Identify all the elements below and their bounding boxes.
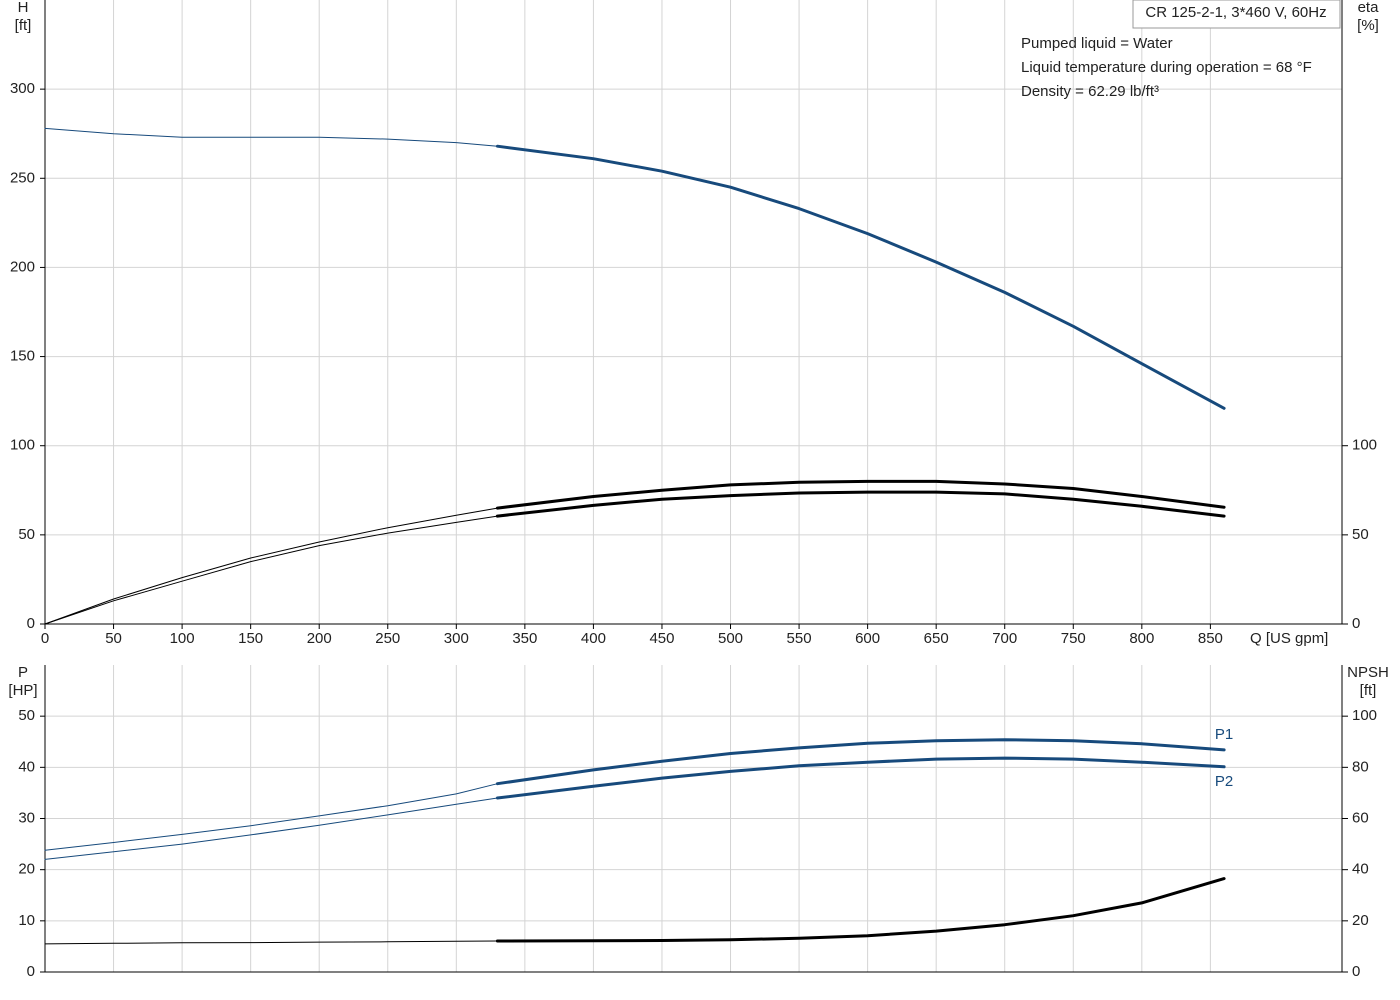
y-tick-label: 300 xyxy=(10,80,35,97)
y-tick-label: 50 xyxy=(18,707,35,724)
legend-box xyxy=(1132,0,1341,29)
y-tick-label: 40 xyxy=(18,758,35,775)
x-tick-label: 450 xyxy=(649,630,674,647)
curve xyxy=(44,878,1225,945)
curve xyxy=(44,757,1225,860)
y-tick-label: 100 xyxy=(10,437,35,454)
curve-operating xyxy=(495,490,1226,518)
curve-operating xyxy=(495,479,1226,510)
series-label: P2 xyxy=(1215,773,1233,790)
y2-tick-label: 20 xyxy=(1352,912,1369,929)
x-tick-label: 50 xyxy=(105,630,122,647)
x-tick-label: 350 xyxy=(512,630,537,647)
y-tick-label: 10 xyxy=(18,912,35,929)
y-tick-label: 0 xyxy=(27,615,35,632)
x-tick-label: 850 xyxy=(1198,630,1223,647)
y2-tick-label: 0 xyxy=(1352,963,1360,980)
y-tick-label: 250 xyxy=(10,169,35,186)
x-tick-label: 200 xyxy=(307,630,332,647)
y2-label: eta xyxy=(1358,0,1380,16)
y-tick-label: 50 xyxy=(18,526,35,543)
curve xyxy=(44,127,1225,409)
y-tick-label: 150 xyxy=(10,348,35,365)
y2-tick-label: 50 xyxy=(1352,526,1369,543)
y2-tick-label: 60 xyxy=(1352,809,1369,826)
x-label: Q [US gpm] xyxy=(1250,630,1328,647)
series-label: P1 xyxy=(1215,726,1233,743)
y-tick-label: 200 xyxy=(10,258,35,275)
x-tick-label: 400 xyxy=(581,630,606,647)
curve xyxy=(44,739,1225,851)
curve-operating xyxy=(495,877,1226,943)
x-tick-label: 550 xyxy=(787,630,812,647)
x-tick-label: 300 xyxy=(444,630,469,647)
x-tick-label: 250 xyxy=(375,630,400,647)
y2-label: NPSH xyxy=(1347,664,1389,681)
curve xyxy=(44,491,1225,625)
x-tick-label: 750 xyxy=(1061,630,1086,647)
x-tick-label: 650 xyxy=(924,630,949,647)
y2-label: [ft] xyxy=(1360,682,1377,699)
y2-tick-label: 80 xyxy=(1352,758,1369,775)
x-tick-label: 600 xyxy=(855,630,880,647)
x-tick-label: 500 xyxy=(718,630,743,647)
y-tick-label: 0 xyxy=(27,963,35,980)
y-label: H xyxy=(18,0,29,16)
y-label: [HP] xyxy=(8,682,37,699)
y2-label: [%] xyxy=(1357,17,1379,34)
x-tick-label: 150 xyxy=(238,630,263,647)
curve-operating xyxy=(495,756,1226,800)
info-line: Density = 62.29 lb/ft³ xyxy=(1021,83,1159,100)
y2-tick-label: 100 xyxy=(1352,707,1377,724)
x-tick-label: 100 xyxy=(170,630,195,647)
curve-operating xyxy=(495,144,1226,410)
x-tick-label: 800 xyxy=(1129,630,1154,647)
y-tick-label: 30 xyxy=(18,809,35,826)
info-line: Pumped liquid = Water xyxy=(1021,35,1173,52)
legend-box-text: CR 125-2-1, 3*460 V, 60Hz xyxy=(1145,4,1326,21)
y-tick-label: 20 xyxy=(18,861,35,878)
x-tick-label: 700 xyxy=(992,630,1017,647)
y2-tick-label: 0 xyxy=(1352,615,1360,632)
x-tick-label: 0 xyxy=(41,630,49,647)
y2-tick-label: 40 xyxy=(1352,861,1369,878)
y-label: [ft] xyxy=(15,17,32,34)
curve-operating xyxy=(495,738,1226,786)
y2-tick-label: 100 xyxy=(1352,437,1377,454)
info-line: Liquid temperature during operation = 68… xyxy=(1021,59,1312,76)
y-label: P xyxy=(18,664,28,681)
